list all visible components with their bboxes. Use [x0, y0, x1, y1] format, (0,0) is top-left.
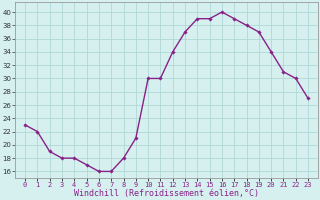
X-axis label: Windchill (Refroidissement éolien,°C): Windchill (Refroidissement éolien,°C): [74, 189, 259, 198]
